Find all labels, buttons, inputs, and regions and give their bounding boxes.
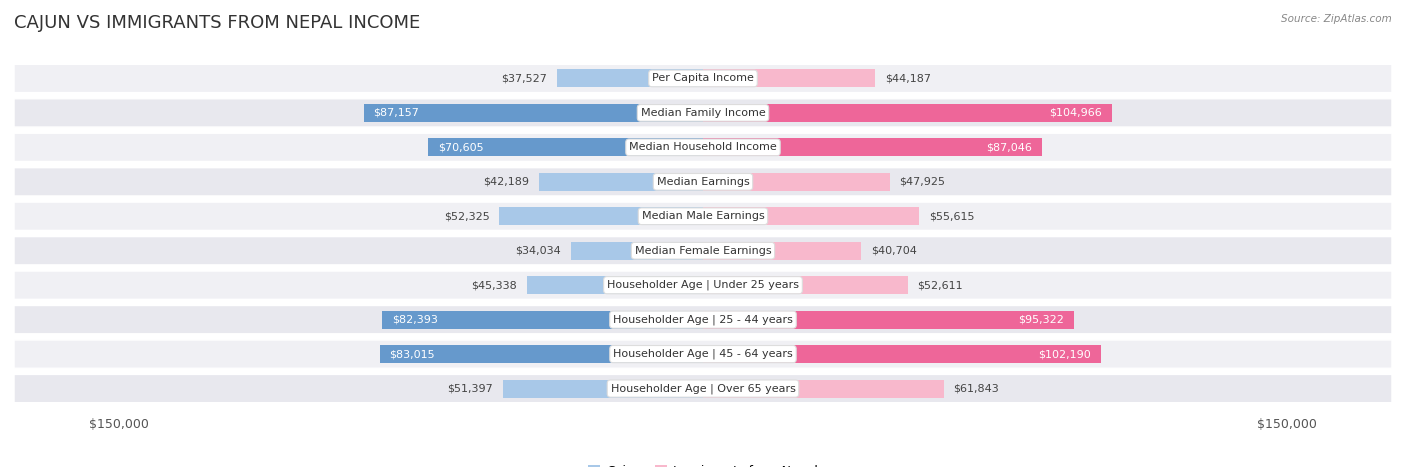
FancyBboxPatch shape	[14, 168, 1392, 196]
Text: $44,187: $44,187	[884, 73, 931, 84]
FancyBboxPatch shape	[14, 202, 1392, 230]
Text: $104,966: $104,966	[1049, 108, 1102, 118]
Text: Median Family Income: Median Family Income	[641, 108, 765, 118]
FancyBboxPatch shape	[14, 271, 1392, 299]
Text: $51,397: $51,397	[447, 383, 494, 394]
FancyBboxPatch shape	[503, 380, 703, 397]
FancyBboxPatch shape	[526, 276, 703, 294]
FancyBboxPatch shape	[571, 242, 703, 260]
Text: $83,015: $83,015	[389, 349, 436, 359]
Text: Householder Age | 45 - 64 years: Householder Age | 45 - 64 years	[613, 349, 793, 359]
FancyBboxPatch shape	[380, 345, 703, 363]
Text: $45,338: $45,338	[471, 280, 517, 290]
FancyBboxPatch shape	[703, 173, 890, 191]
FancyBboxPatch shape	[364, 104, 703, 122]
Text: $52,325: $52,325	[444, 211, 489, 221]
FancyBboxPatch shape	[703, 207, 920, 225]
FancyBboxPatch shape	[557, 70, 703, 87]
Text: Source: ZipAtlas.com: Source: ZipAtlas.com	[1281, 14, 1392, 24]
FancyBboxPatch shape	[14, 237, 1392, 265]
FancyBboxPatch shape	[14, 64, 1392, 92]
Text: $82,393: $82,393	[392, 315, 437, 325]
FancyBboxPatch shape	[703, 276, 908, 294]
Text: $40,704: $40,704	[872, 246, 917, 256]
Text: CAJUN VS IMMIGRANTS FROM NEPAL INCOME: CAJUN VS IMMIGRANTS FROM NEPAL INCOME	[14, 14, 420, 32]
FancyBboxPatch shape	[703, 345, 1101, 363]
FancyBboxPatch shape	[14, 133, 1392, 162]
FancyBboxPatch shape	[703, 380, 943, 397]
Text: Householder Age | Over 65 years: Householder Age | Over 65 years	[610, 383, 796, 394]
FancyBboxPatch shape	[382, 311, 703, 329]
FancyBboxPatch shape	[538, 173, 703, 191]
Text: $102,190: $102,190	[1038, 349, 1091, 359]
FancyBboxPatch shape	[703, 104, 1112, 122]
FancyBboxPatch shape	[499, 207, 703, 225]
FancyBboxPatch shape	[14, 305, 1392, 334]
Text: $70,605: $70,605	[437, 142, 484, 152]
Text: $34,034: $34,034	[515, 246, 561, 256]
Text: $47,925: $47,925	[900, 177, 945, 187]
FancyBboxPatch shape	[14, 375, 1392, 403]
Text: Median Female Earnings: Median Female Earnings	[634, 246, 772, 256]
Text: Median Household Income: Median Household Income	[628, 142, 778, 152]
Text: Median Male Earnings: Median Male Earnings	[641, 211, 765, 221]
Text: Householder Age | Under 25 years: Householder Age | Under 25 years	[607, 280, 799, 290]
FancyBboxPatch shape	[14, 99, 1392, 127]
FancyBboxPatch shape	[703, 138, 1042, 156]
Text: $55,615: $55,615	[929, 211, 974, 221]
Text: $42,189: $42,189	[484, 177, 529, 187]
Text: $52,611: $52,611	[918, 280, 963, 290]
Text: $87,157: $87,157	[374, 108, 419, 118]
FancyBboxPatch shape	[703, 242, 862, 260]
Legend: Cajun, Immigrants from Nepal: Cajun, Immigrants from Nepal	[582, 460, 824, 467]
Text: Householder Age | 25 - 44 years: Householder Age | 25 - 44 years	[613, 314, 793, 325]
Text: $37,527: $37,527	[502, 73, 547, 84]
FancyBboxPatch shape	[429, 138, 703, 156]
Text: $95,322: $95,322	[1018, 315, 1064, 325]
Text: $87,046: $87,046	[986, 142, 1032, 152]
FancyBboxPatch shape	[703, 311, 1074, 329]
FancyBboxPatch shape	[703, 70, 875, 87]
Text: Median Earnings: Median Earnings	[657, 177, 749, 187]
Text: $61,843: $61,843	[953, 383, 1000, 394]
Text: Per Capita Income: Per Capita Income	[652, 73, 754, 84]
FancyBboxPatch shape	[14, 340, 1392, 368]
